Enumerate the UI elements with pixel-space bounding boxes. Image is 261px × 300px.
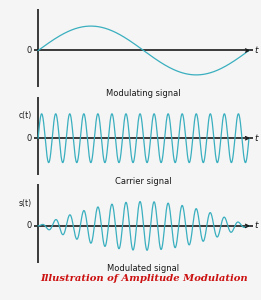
Text: t: t	[254, 46, 258, 55]
Text: Modulated signal: Modulated signal	[108, 264, 180, 273]
Text: t: t	[254, 134, 258, 143]
Text: 0: 0	[27, 221, 32, 230]
Text: Illustration of Amplitude Modulation: Illustration of Amplitude Modulation	[40, 274, 247, 283]
Text: Modulating signal: Modulating signal	[106, 89, 181, 98]
Text: 0: 0	[27, 134, 32, 143]
Text: t: t	[254, 221, 258, 230]
Text: s(t): s(t)	[19, 199, 32, 208]
Text: c(t): c(t)	[19, 111, 32, 120]
Text: 0: 0	[27, 46, 32, 55]
Text: Carrier signal: Carrier signal	[115, 177, 172, 186]
